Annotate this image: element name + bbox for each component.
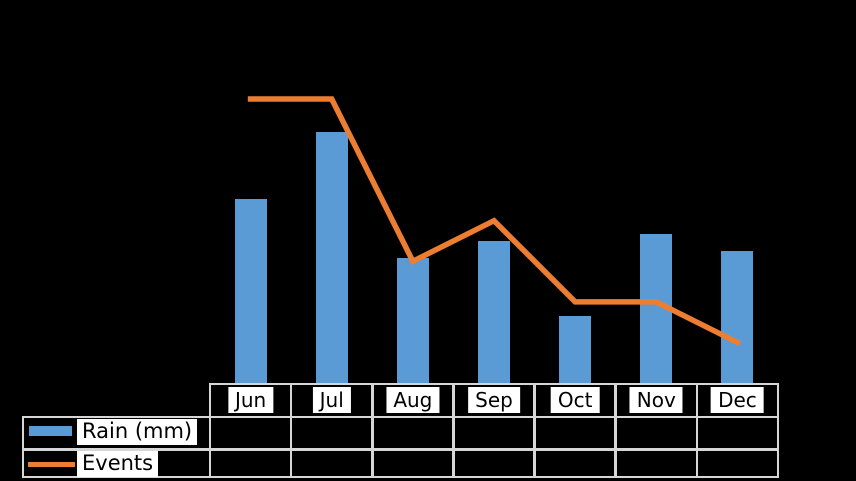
legend-label-events: Events	[77, 450, 159, 477]
table-gridline-h	[208, 382, 780, 386]
month-label-nov: Nov	[629, 386, 683, 413]
bar-sep	[478, 240, 510, 383]
table-gridline-v	[452, 382, 455, 479]
month-label-jul: Jul	[312, 386, 351, 413]
events-legend-swatch-icon	[28, 461, 75, 467]
table-gridline-v	[614, 382, 617, 479]
table-gridline-h	[21, 475, 780, 479]
month-label-aug: Aug	[386, 386, 440, 413]
month-label-oct: Oct	[550, 386, 600, 413]
bar-oct	[559, 316, 592, 383]
month-label-sep: Sep	[468, 386, 520, 413]
month-label-dec: Dec	[711, 386, 764, 413]
table-gridline-v	[776, 382, 780, 479]
bar-nov	[640, 234, 673, 383]
table-gridline-v	[533, 382, 536, 479]
table-gridline-v	[289, 382, 293, 479]
bar-jun	[234, 198, 267, 383]
bar-aug	[396, 257, 429, 383]
table-gridline-v	[21, 415, 25, 479]
bar-dec	[721, 250, 754, 383]
table-gridline-h	[21, 415, 780, 419]
table-gridline-h	[21, 448, 780, 451]
rain-legend-swatch-icon	[29, 426, 72, 436]
table-gridline-v	[371, 382, 374, 479]
bar-jul	[315, 132, 348, 383]
legend-label-rain: Rain (mm)	[77, 418, 198, 445]
table-gridline-v	[208, 382, 212, 479]
table-gridline-v	[695, 382, 699, 479]
month-label-jun: Jun	[227, 386, 274, 413]
